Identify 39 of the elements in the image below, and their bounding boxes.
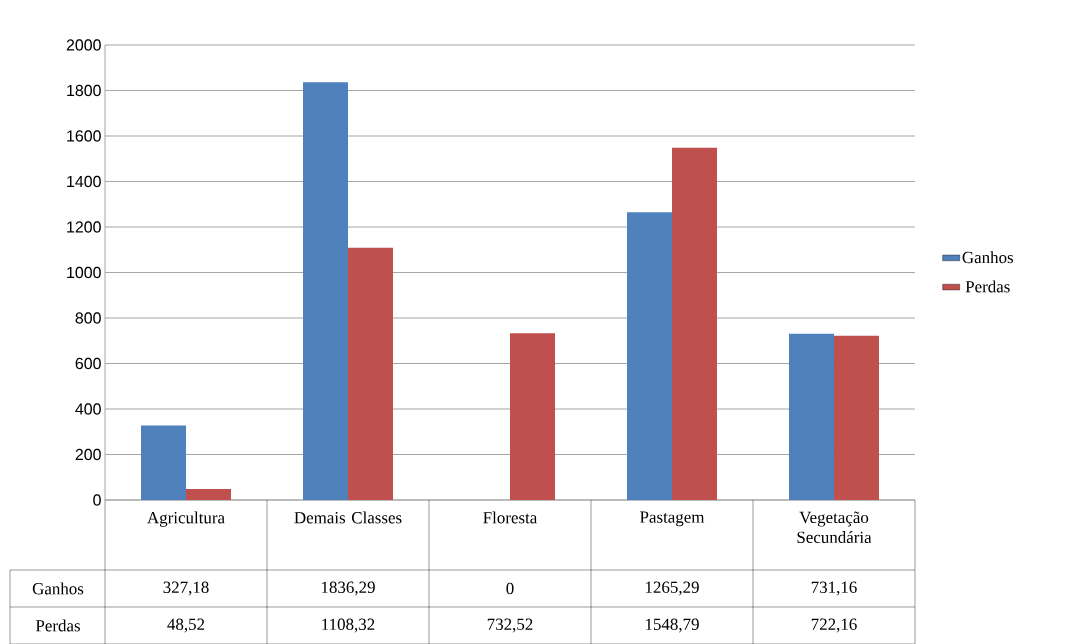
bar — [303, 82, 348, 500]
data-label: 731,16 — [811, 581, 857, 596]
y-tick-label: 1800 — [67, 84, 101, 97]
y-tick-label: 1600 — [67, 130, 101, 142]
bar — [789, 333, 835, 500]
y-tick-label: 0 — [93, 494, 101, 506]
data-label: 732,52 — [487, 618, 533, 633]
y-tick-label: 200 — [75, 448, 101, 461]
y-tick-label: 1000 — [67, 266, 101, 279]
bar — [510, 333, 555, 500]
x-tick-label: Floresta — [483, 511, 538, 524]
legend-label: Perdas — [965, 280, 1010, 293]
data-label: 327,18 — [163, 581, 209, 596]
data-label: 1548,79 — [645, 618, 699, 633]
data-label: 48,52 — [167, 618, 205, 633]
y-tick-label: 600 — [75, 357, 101, 370]
bar — [186, 488, 231, 500]
y-tick-label: 2000 — [66, 39, 101, 51]
x-tick-label: Agricultura — [147, 511, 225, 527]
y-tick-label: 400 — [75, 403, 101, 415]
bar — [672, 147, 717, 500]
bar — [627, 212, 672, 500]
text: Ganhos — [32, 582, 84, 595]
data-label: 722,16 — [811, 618, 857, 633]
x-tick-label: Pastagem — [640, 511, 705, 527]
y-tick-label: 1400 — [67, 175, 101, 188]
y-tick-label: 800 — [75, 312, 101, 324]
bar — [834, 335, 880, 500]
bar — [141, 425, 186, 500]
y-tick-label: 1200 — [67, 221, 101, 233]
x-tick-label: Vegetação Secundária — [797, 511, 872, 544]
data-label: 1108,32 — [322, 618, 375, 633]
bar — [348, 247, 393, 500]
data-label: 1836,29 — [321, 581, 375, 596]
data-label: 1265,29 — [645, 581, 699, 596]
legend-label: Ganhos — [962, 251, 1014, 264]
data-label: 0 — [506, 582, 514, 595]
text: Perdas — [35, 619, 80, 632]
x-tick-label: Demais Classes — [294, 511, 402, 524]
